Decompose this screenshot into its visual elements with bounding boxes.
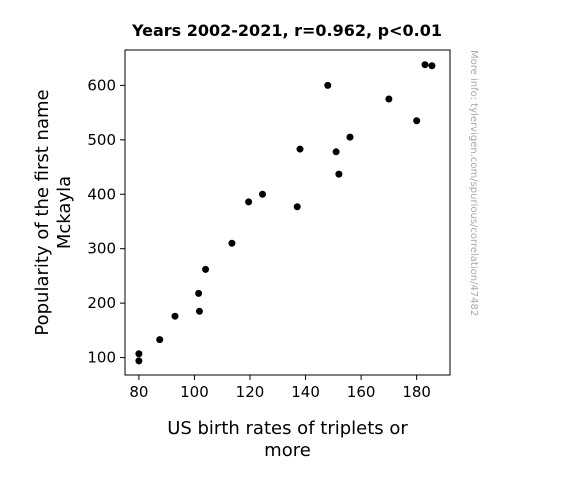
data-point [421, 61, 429, 69]
data-point [195, 289, 203, 297]
data-point [413, 117, 421, 125]
y-tick-label: 100 [87, 349, 116, 367]
data-point [195, 307, 203, 315]
data-point [135, 357, 143, 365]
x-axis-label-line: US birth rates of triplets or [167, 418, 408, 439]
x-tick-label: 140 [291, 383, 320, 401]
chart-title: Years 2002-2021, r=0.962, p<0.01 [131, 21, 442, 40]
y-tick-label: 400 [87, 185, 116, 203]
x-tick-label: 80 [129, 383, 148, 401]
data-point [245, 198, 253, 206]
data-point [171, 312, 179, 320]
data-point [324, 81, 332, 89]
data-point [335, 170, 343, 178]
y-tick-label: 500 [87, 131, 116, 149]
data-point [228, 239, 236, 247]
x-tick-label: 180 [402, 383, 431, 401]
x-tick-label: 160 [347, 383, 376, 401]
data-point [293, 203, 301, 211]
data-point [135, 350, 143, 358]
x-tick-label: 120 [236, 383, 265, 401]
plot-frame [124, 49, 451, 376]
x-tick-label: 100 [180, 383, 209, 401]
data-point [346, 133, 354, 141]
data-point [156, 336, 164, 344]
data-point [332, 148, 340, 156]
y-tick-label: 200 [87, 294, 116, 312]
data-point [259, 190, 266, 198]
y-axis-label: Popularity of the first name Mckayla [32, 89, 75, 335]
data-points [135, 61, 436, 365]
y-axis-label-line: Popularity of the first name [32, 89, 53, 335]
y-axis-label-line: Mckayla [54, 176, 75, 249]
data-point [385, 95, 393, 103]
data-point [202, 265, 210, 273]
data-point [296, 145, 304, 153]
axis-ticks: 80 100 120 140 160 180 100 200 300 400 500 600 [87, 76, 431, 401]
y-tick-label: 300 [87, 240, 116, 258]
x-axis-label-line: more [264, 440, 311, 461]
y-tick-label: 600 [87, 76, 116, 94]
watermark-text: More info: tylervigen.com/spurious/corre… [468, 50, 479, 316]
data-point [428, 62, 436, 70]
